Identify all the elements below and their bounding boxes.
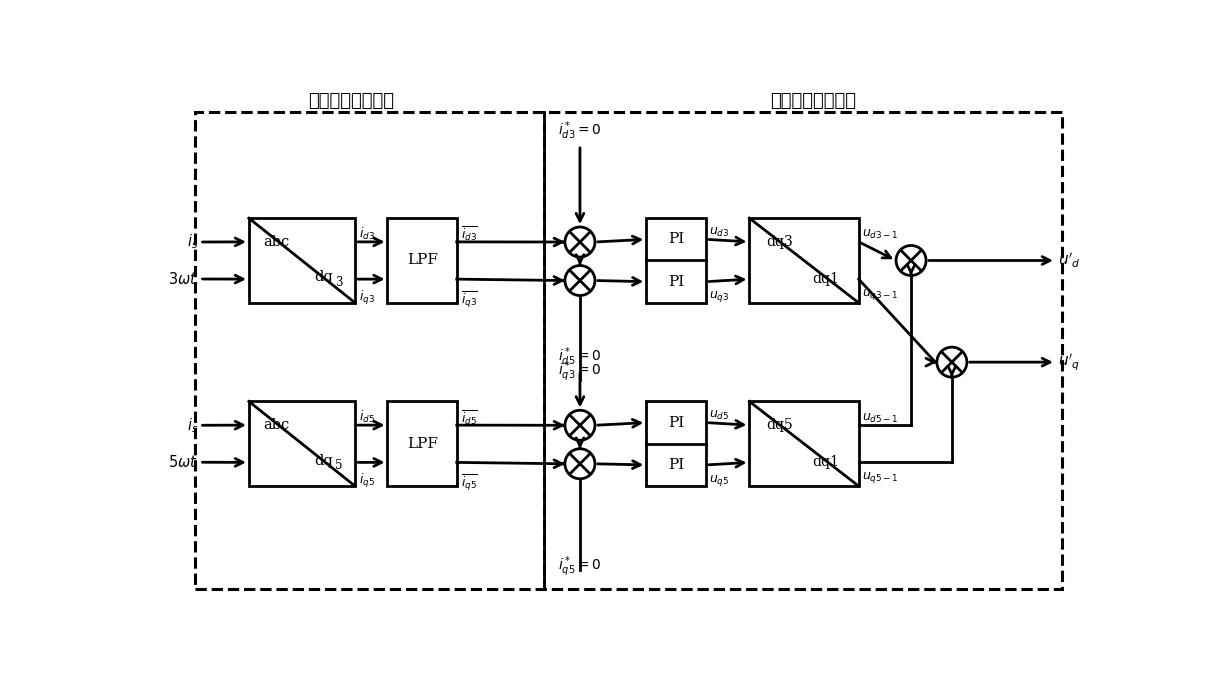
Text: PI: PI — [668, 458, 684, 472]
Text: 5: 5 — [335, 459, 343, 472]
Circle shape — [895, 245, 926, 275]
Text: $u_{q5-1}$: $u_{q5-1}$ — [861, 470, 898, 485]
Text: dq3: dq3 — [767, 235, 793, 249]
Text: $3\omega t$: $3\omega t$ — [169, 271, 198, 287]
Bar — [249, 218, 355, 303]
Text: $u_{d5-1}$: $u_{d5-1}$ — [861, 411, 898, 425]
Text: $u_{q3}$: $u_{q3}$ — [710, 289, 730, 304]
Text: PI: PI — [668, 416, 684, 430]
Text: dq: dq — [313, 454, 333, 468]
Text: $u_{q5}$: $u_{q5}$ — [710, 473, 730, 488]
Text: $i_{q3}^*=0$: $i_{q3}^*=0$ — [558, 359, 601, 384]
Bar — [388, 218, 457, 303]
Text: $i_s$: $i_s$ — [187, 233, 198, 252]
Text: $u_{d5}$: $u_{d5}$ — [710, 409, 730, 422]
Text: LPF: LPF — [407, 254, 437, 268]
Text: $i_{d5}^*=0$: $i_{d5}^*=0$ — [558, 345, 601, 368]
Circle shape — [565, 410, 595, 441]
Text: abc: abc — [264, 418, 289, 432]
Circle shape — [565, 449, 595, 479]
Text: $i_{d3}$: $i_{d3}$ — [358, 226, 375, 243]
Text: $\overline{i_{d3}}$: $\overline{i_{d3}}$ — [460, 225, 477, 243]
Text: $\overline{i_{q3}}$: $\overline{i_{q3}}$ — [460, 289, 477, 309]
Text: $i_{q3}$: $i_{q3}$ — [358, 289, 375, 307]
Bar — [750, 218, 859, 303]
Bar — [646, 402, 706, 486]
Text: 谐波电流提取模块: 谐波电流提取模块 — [309, 92, 394, 110]
Text: $5\omega t$: $5\omega t$ — [169, 455, 198, 471]
Text: LPF: LPF — [407, 436, 437, 451]
Text: $u'_d$: $u'_d$ — [1058, 251, 1081, 270]
Text: abc: abc — [264, 235, 289, 249]
Text: $i_{d3}^*=0$: $i_{d3}^*=0$ — [558, 120, 601, 142]
Text: 3: 3 — [335, 275, 343, 288]
Text: $u_{d3}$: $u_{d3}$ — [710, 226, 730, 239]
Text: $i_s$: $i_s$ — [187, 416, 198, 434]
Text: $i_{q5}$: $i_{q5}$ — [358, 473, 374, 491]
Circle shape — [565, 265, 595, 295]
Text: 谐波电流抑制模块: 谐波电流抑制模块 — [770, 92, 857, 110]
Text: $i_{q5}^*=0$: $i_{q5}^*=0$ — [558, 555, 601, 579]
Text: dq1: dq1 — [813, 455, 840, 469]
Text: dq5: dq5 — [767, 418, 793, 432]
Text: PI: PI — [668, 275, 684, 288]
Bar — [388, 402, 457, 486]
Bar — [646, 218, 706, 303]
Text: dq: dq — [313, 270, 333, 284]
Bar — [249, 402, 355, 486]
Bar — [750, 402, 859, 486]
Circle shape — [565, 227, 595, 257]
Text: $u'_q$: $u'_q$ — [1058, 352, 1080, 373]
Text: $i_{d5}$: $i_{d5}$ — [358, 409, 374, 425]
Text: $\overline{i_{d5}}$: $\overline{i_{d5}}$ — [460, 408, 477, 427]
Circle shape — [937, 347, 967, 377]
Text: PI: PI — [668, 232, 684, 246]
Text: dq1: dq1 — [813, 272, 840, 286]
Bar — [194, 112, 1062, 589]
Text: $u_{q3-1}$: $u_{q3-1}$ — [861, 287, 898, 302]
Text: $u_{d3-1}$: $u_{d3-1}$ — [861, 229, 898, 241]
Text: $\overline{i_{q5}}$: $\overline{i_{q5}}$ — [460, 473, 477, 493]
